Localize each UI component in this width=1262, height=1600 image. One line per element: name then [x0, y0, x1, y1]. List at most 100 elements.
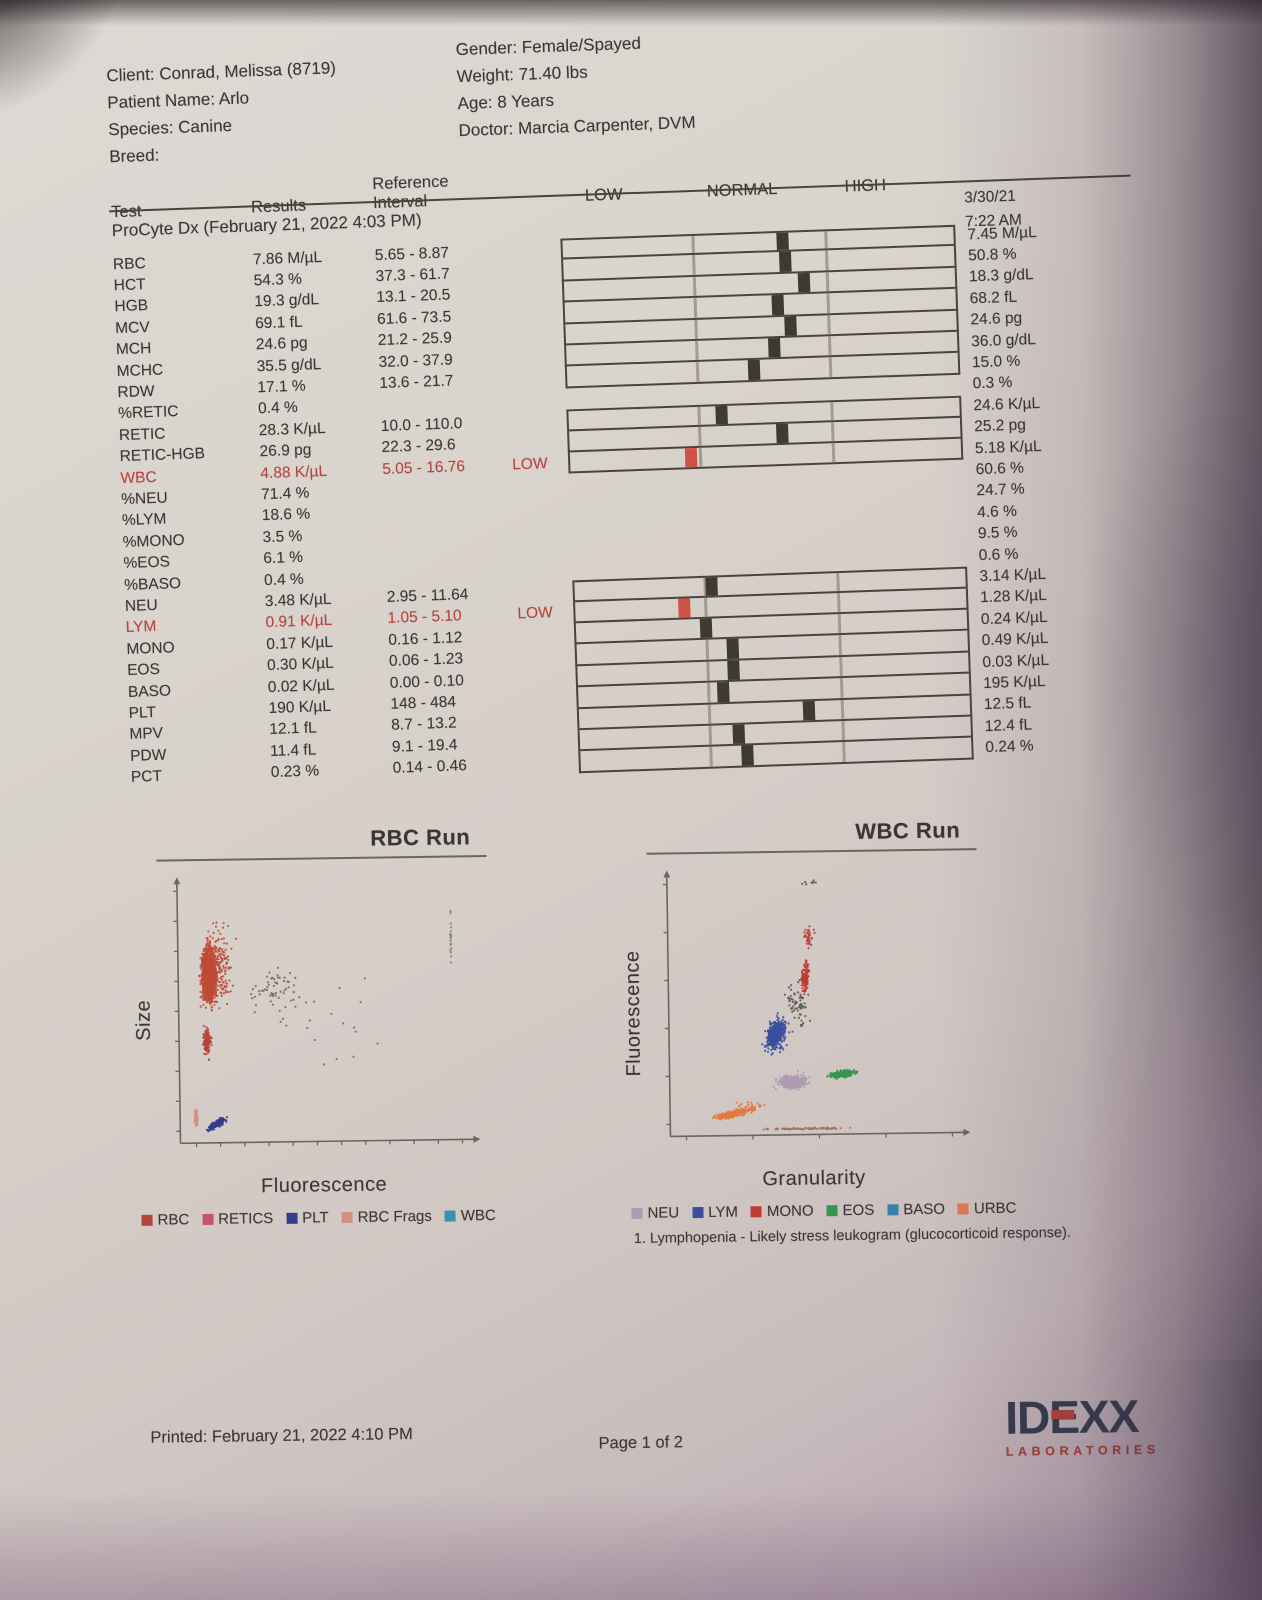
- rbc-scatter: [155, 865, 489, 1175]
- reference-interval: 0.16 - 1.12: [387, 628, 463, 649]
- printed-timestamp: Printed: February 21, 2022 4:10 PM: [150, 1425, 413, 1447]
- results-table: RBC 7.86 M/µL 5.65 - 8.87 7.45 M/µL HCT 54.3…: [113, 218, 1171, 789]
- legend-label: LYM: [708, 1203, 739, 1221]
- flag: [509, 356, 565, 358]
- footer: Printed: February 21, 2022 4:10 PM Page …: [0, 1390, 1262, 1549]
- legend-swatch: [887, 1204, 899, 1216]
- legend-item: URBC: [957, 1200, 1017, 1218]
- wbc-run-plot: WBC Run Fluorescence Granularity NEU LYM M…: [618, 817, 1071, 1247]
- legend-label: NEU: [647, 1204, 680, 1222]
- idexx-logo-text: IDEXX: [1005, 1390, 1186, 1444]
- result-marker: [726, 639, 740, 659]
- idexx-logo: IDEXX LABORATORIES: [1005, 1390, 1186, 1459]
- rbc-x-axis-label: Fluorescence: [260, 1173, 388, 1198]
- result-marker: [771, 295, 784, 315]
- legend-item: BASO: [887, 1201, 945, 1219]
- history-value: 0.24 %: [985, 737, 1034, 757]
- page-number: Page 1 of 2: [598, 1433, 684, 1453]
- reference-interval: 0.00 - 0.10: [389, 671, 465, 692]
- idexx-logo-red-dash: [1051, 1409, 1075, 1420]
- flag: [520, 677, 576, 679]
- result-value: 190 K/µL: [268, 697, 332, 717]
- rbc-legend: RBC RETICS PLT RBC Frags WBC: [141, 1207, 503, 1229]
- result-value: 0.4 %: [257, 399, 299, 418]
- reference-interval: 5.65 - 8.87: [374, 244, 450, 264]
- result-marker: [684, 447, 698, 468]
- col-reference-interval: Reference Interval: [372, 172, 449, 213]
- legend-swatch: [286, 1212, 298, 1224]
- result-value: 3.48 K/µL: [264, 590, 332, 611]
- legend-item: EOS: [826, 1202, 874, 1220]
- result-marker: [699, 618, 713, 639]
- reference-interval: [386, 572, 516, 577]
- result-value: 6.1 %: [263, 548, 304, 568]
- legend-item: RETICS: [202, 1210, 273, 1228]
- legend-label: EOS: [842, 1201, 875, 1220]
- reference-interval: 13.1 - 20.5: [376, 286, 451, 307]
- legend-item: MONO: [750, 1202, 814, 1220]
- reference-interval: 0.06 - 1.23: [388, 650, 464, 670]
- result-value: 0.23 %: [270, 762, 320, 782]
- result-marker: [784, 315, 798, 336]
- flag: [521, 720, 577, 722]
- legend-item: LYM: [692, 1204, 738, 1222]
- result-marker: [740, 745, 754, 766]
- flag: [508, 335, 564, 337]
- result-marker: [778, 251, 792, 272]
- result-value: 28.3 K/µL: [258, 419, 326, 440]
- wbc-legend: NEU LYM MONO EOS BASO URBC: [631, 1200, 1017, 1222]
- flag: [517, 591, 573, 593]
- reference-interval: 22.3 - 29.6: [381, 436, 456, 457]
- result-value: 4.88 K/µL: [260, 462, 328, 482]
- result-value: 11.4 fL: [269, 741, 317, 760]
- legend-label: BASO: [903, 1200, 946, 1219]
- flag: [507, 313, 563, 315]
- result-marker: [715, 405, 729, 424]
- legend-label: RETICS: [218, 1210, 274, 1228]
- test-name: PCT: [130, 767, 163, 786]
- legend-swatch: [202, 1213, 214, 1226]
- patient-info-left: Client: Conrad, Melissa (8719) Patient Na…: [106, 54, 339, 170]
- result-value: 0.02 K/µL: [267, 676, 335, 696]
- legend-swatch: [750, 1206, 762, 1218]
- legend-swatch: [141, 1214, 153, 1226]
- flag: [523, 762, 579, 764]
- reference-interval: 0.14 - 0.46: [392, 757, 468, 777]
- wbc-x-axis-label: Granularity: [762, 1166, 866, 1191]
- flag: [522, 741, 578, 743]
- wbc-scatter: [645, 858, 979, 1168]
- reference-interval: 10.0 - 110.0: [380, 414, 463, 435]
- flag: [506, 271, 562, 273]
- flag: [518, 634, 574, 636]
- flag: [513, 484, 569, 486]
- result-value: 0.17 K/µL: [266, 633, 334, 653]
- wbc-run-title: WBC Run: [646, 817, 977, 855]
- legend-item: NEU: [631, 1204, 679, 1222]
- reference-interval: 8.7 - 13.2: [390, 714, 458, 735]
- result-marker: [726, 660, 740, 681]
- flag: [511, 420, 567, 422]
- flag: [515, 549, 571, 551]
- reference-interval: [384, 508, 514, 513]
- legend-label: PLT: [302, 1209, 329, 1227]
- legend-swatch: [692, 1207, 704, 1219]
- reference-interval: 37.3 - 61.7: [375, 265, 450, 286]
- result-value: 54.3 %: [253, 270, 303, 290]
- flag: LOW: [511, 454, 548, 474]
- reference-interval: 2.95 - 11.64: [386, 585, 469, 606]
- result-value: 3.5 %: [262, 527, 303, 546]
- legend-label: WBC: [460, 1206, 496, 1225]
- reference-interval: 21.2 - 25.9: [377, 329, 453, 350]
- result-marker: [767, 337, 781, 358]
- col-flag-spacer: [503, 207, 559, 209]
- reference-interval: 9.1 - 19.4: [391, 736, 458, 756]
- legend-swatch: [957, 1203, 970, 1215]
- flag: [510, 399, 566, 401]
- legend-swatch: [341, 1211, 353, 1224]
- flag: [514, 506, 570, 508]
- result-value: 0.4 %: [263, 570, 305, 589]
- reference-interval: 1.05 - 5.10: [387, 607, 462, 628]
- reference-interval: [385, 551, 515, 556]
- legend-swatch: [826, 1205, 838, 1217]
